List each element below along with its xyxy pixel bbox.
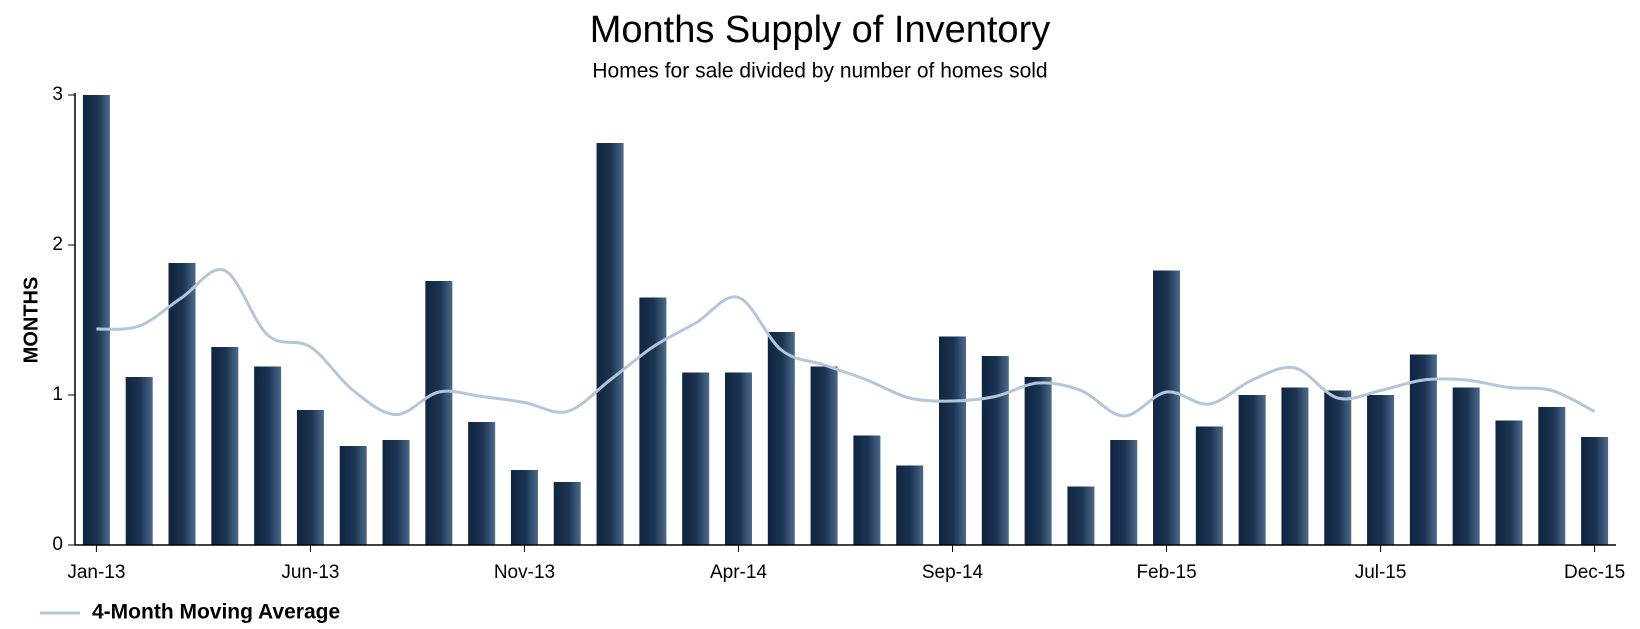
bar [1495, 420, 1523, 545]
x-tick-label: Jan-13 [67, 562, 125, 583]
bar [1367, 395, 1395, 545]
y-tick-label: 2 [52, 234, 63, 255]
bar [553, 482, 581, 545]
bar [254, 366, 282, 545]
bar [896, 465, 924, 545]
bar [1153, 270, 1181, 545]
bar [339, 446, 367, 545]
x-tick-label: Feb-15 [1136, 562, 1196, 583]
bar [296, 410, 324, 545]
bar [682, 372, 710, 545]
bar [596, 143, 624, 545]
bar [468, 422, 496, 545]
bar [168, 263, 196, 545]
bar [1409, 354, 1437, 545]
y-tick-label: 3 [52, 84, 63, 105]
bar [1281, 387, 1309, 545]
bar [767, 332, 795, 545]
x-tick-label: Dec-15 [1564, 562, 1625, 583]
bar [981, 356, 1009, 545]
bar [125, 377, 153, 545]
bar [853, 435, 881, 545]
bar [639, 297, 667, 545]
bar [1110, 440, 1138, 545]
y-tick-label: 1 [52, 384, 63, 405]
bar [1324, 390, 1352, 545]
bar [1024, 377, 1052, 545]
y-axis-label: MONTHS [20, 277, 42, 364]
bar [82, 95, 110, 545]
bar [810, 366, 838, 545]
legend-label: 4-Month Moving Average [92, 601, 340, 624]
chart-subtitle: Homes for sale divided by number of home… [592, 60, 1047, 83]
bar [1452, 387, 1480, 545]
x-tick-label: Sep-14 [922, 562, 984, 583]
bar [1581, 437, 1609, 545]
bar [425, 281, 453, 545]
x-tick-label: Apr-14 [710, 562, 767, 583]
bar [1195, 426, 1223, 545]
bar [1538, 407, 1566, 545]
bar [724, 372, 752, 545]
bar [211, 347, 239, 545]
moving-average-line [96, 268, 1596, 418]
x-tick-label: Jun-13 [281, 562, 339, 583]
bar [1238, 395, 1266, 545]
bar [1067, 486, 1095, 545]
x-tick-label: Nov-13 [494, 562, 555, 583]
bar [510, 470, 538, 545]
x-tick-label: Jul-15 [1355, 562, 1407, 583]
bar [382, 440, 410, 545]
y-tick-label: 0 [52, 534, 63, 555]
chart-title: Months Supply of Inventory [590, 9, 1050, 51]
bar [939, 336, 967, 545]
